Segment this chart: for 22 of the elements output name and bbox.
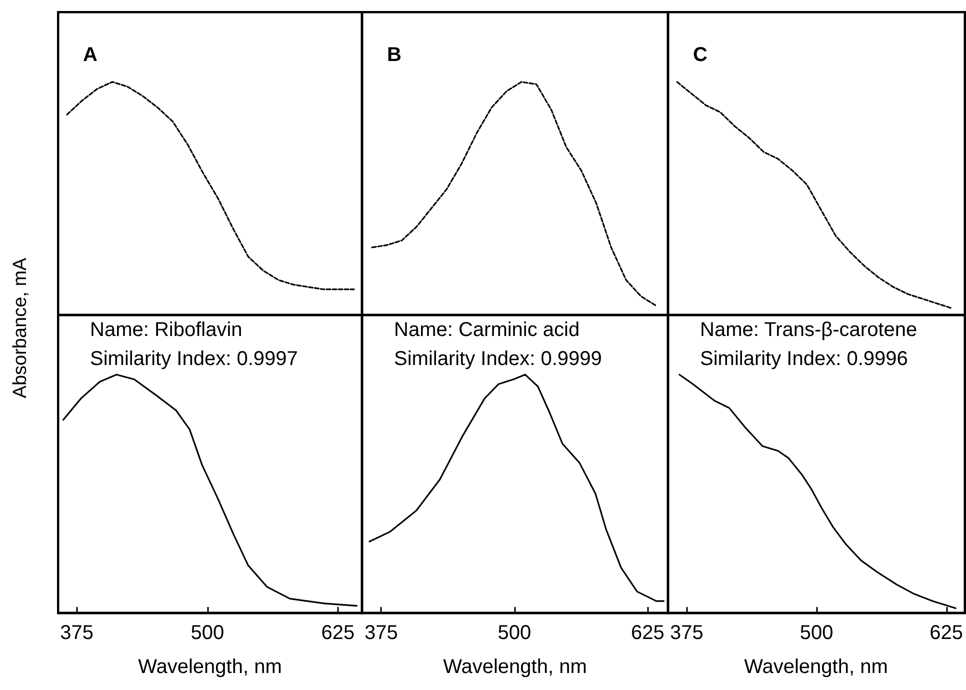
- x-tick-label: 375: [60, 622, 94, 644]
- x-tick-label: 625: [321, 622, 355, 644]
- text: B: [387, 44, 402, 66]
- text: Similarity Index: 0.9999: [394, 348, 602, 370]
- x-tick-label: 375: [364, 622, 398, 644]
- x-tick-label: 625: [631, 622, 664, 644]
- text: Name: Carminic acid: [394, 319, 580, 341]
- x-axis-title: Wavelength, nm: [744, 656, 888, 678]
- text: A: [83, 44, 98, 66]
- text: Similarity Index: 0.9996: [700, 348, 908, 370]
- text: Name: Riboflavin: [90, 319, 242, 341]
- x-axis-title: Wavelength, nm: [443, 656, 587, 678]
- text: C: [693, 44, 708, 66]
- x-tick-label: 500: [800, 622, 834, 644]
- x-tick-label: 500: [498, 622, 532, 644]
- x-tick-label: 500: [190, 622, 224, 644]
- x-axis-title: Wavelength, nm: [138, 656, 282, 678]
- text: Name: Trans-β-carotene: [700, 319, 918, 341]
- y-axis-title: Absorbance, mA: [10, 258, 32, 398]
- x-tick-label: 625: [930, 622, 964, 644]
- x-tick-label: 375: [670, 622, 704, 644]
- text: Similarity Index: 0.9997: [90, 348, 298, 370]
